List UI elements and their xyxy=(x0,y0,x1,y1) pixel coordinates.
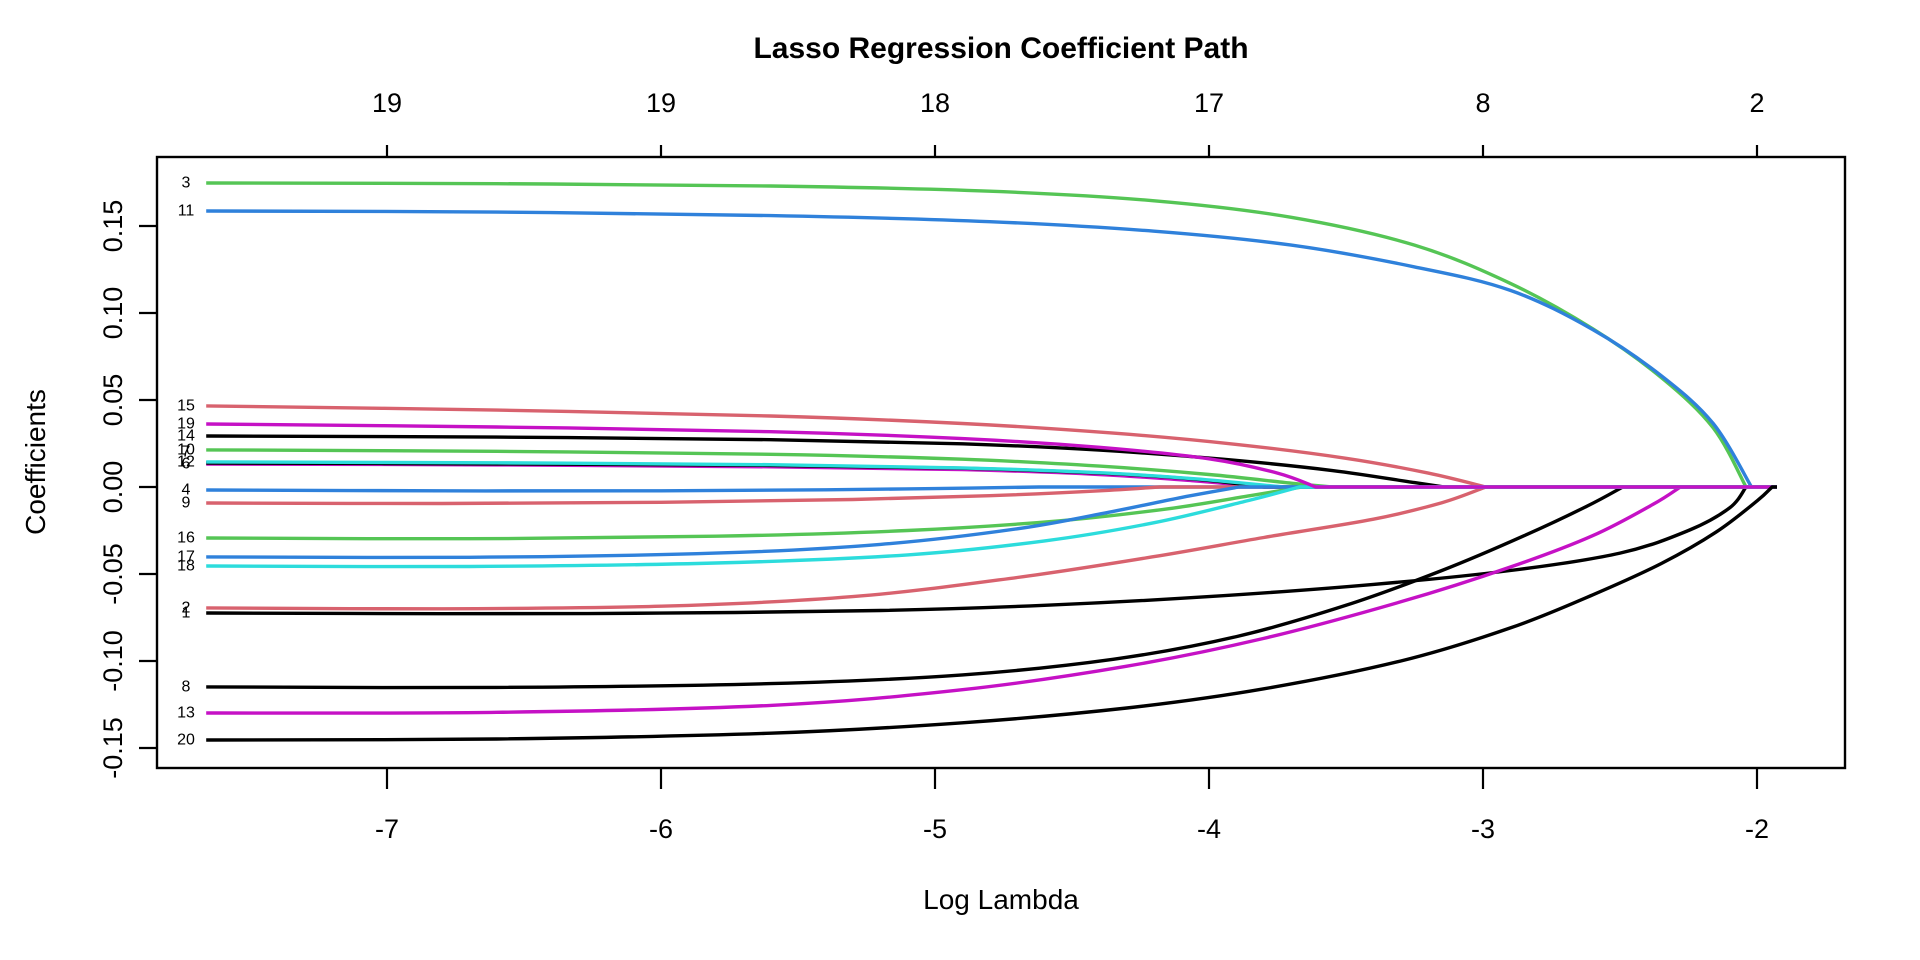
curve-label-11: 11 xyxy=(178,203,195,220)
series-line-15 xyxy=(206,404,1777,489)
curve-label-16: 16 xyxy=(177,529,195,546)
top-nonzero-count-label: 2 xyxy=(1749,88,1764,118)
curve-label-10: 10 xyxy=(177,441,195,458)
top-nonzero-count-label: 17 xyxy=(1194,88,1224,118)
curve-label-12: 12 xyxy=(177,453,195,470)
y-tick-label: 0.05 xyxy=(98,374,128,427)
y-tick-label: 0.15 xyxy=(98,200,128,253)
series-line-18 xyxy=(206,485,1777,569)
top-nonzero-count-label: 8 xyxy=(1475,88,1490,118)
top-nonzero-count-label: 19 xyxy=(646,88,676,118)
curve-label-7: 7 xyxy=(182,444,191,461)
series-line-20 xyxy=(206,485,1777,742)
curve-label-18: 18 xyxy=(177,557,195,574)
series-line-12 xyxy=(206,460,1777,489)
x-tick-label: -6 xyxy=(649,814,673,844)
x-tick-label: -4 xyxy=(1197,814,1221,844)
series-line-16 xyxy=(206,485,1777,541)
series-line-1 xyxy=(206,485,1777,616)
series-line-11 xyxy=(206,209,1777,489)
series-line-17 xyxy=(206,485,1777,560)
series-line-14 xyxy=(206,434,1777,489)
x-tick-label: -7 xyxy=(375,814,399,844)
top-nonzero-count-label: 18 xyxy=(920,88,950,118)
curve-label-15: 15 xyxy=(177,397,195,414)
x-tick-label: -2 xyxy=(1745,814,1769,844)
series-line-13 xyxy=(206,485,1777,715)
series-line-2 xyxy=(206,485,1777,611)
curve-label-4: 4 xyxy=(182,481,191,498)
y-axis-title: Coefficients xyxy=(20,389,51,535)
series-line-19 xyxy=(206,422,1777,489)
curve-label-19: 19 xyxy=(177,416,195,433)
top-nonzero-count-label: 19 xyxy=(372,88,402,118)
y-tick-label: 0.00 xyxy=(98,461,128,514)
curve-label-3: 3 xyxy=(182,175,191,192)
curve-label-17: 17 xyxy=(177,548,195,565)
curve-label-9: 9 xyxy=(182,495,191,512)
curve-label-1: 1 xyxy=(182,604,191,621)
y-tick-label: -0.05 xyxy=(98,543,128,605)
series-line-8 xyxy=(206,485,1777,690)
curve-label-8: 8 xyxy=(182,678,191,695)
series-line-10 xyxy=(206,448,1777,489)
curve-label-14: 14 xyxy=(177,428,195,445)
chart-title: Lasso Regression Coefficient Path xyxy=(753,32,1249,65)
y-tick-label: -0.10 xyxy=(98,630,128,692)
curve-label-6: 6 xyxy=(182,456,191,473)
x-tick-label: -5 xyxy=(923,814,947,844)
x-tick-label: -3 xyxy=(1471,814,1495,844)
plot-box xyxy=(155,155,1847,770)
curve-label-2: 2 xyxy=(182,599,191,616)
y-tick-label: -0.15 xyxy=(98,717,128,779)
series-line-4 xyxy=(206,485,1777,493)
y-tick-label: 0.10 xyxy=(98,287,128,340)
curve-label-13: 13 xyxy=(177,705,195,722)
series-line-9 xyxy=(206,485,1777,506)
curve-label-20: 20 xyxy=(177,731,195,748)
series-line-7 xyxy=(206,461,1777,489)
x-axis-title: Log Lambda xyxy=(923,884,1079,915)
